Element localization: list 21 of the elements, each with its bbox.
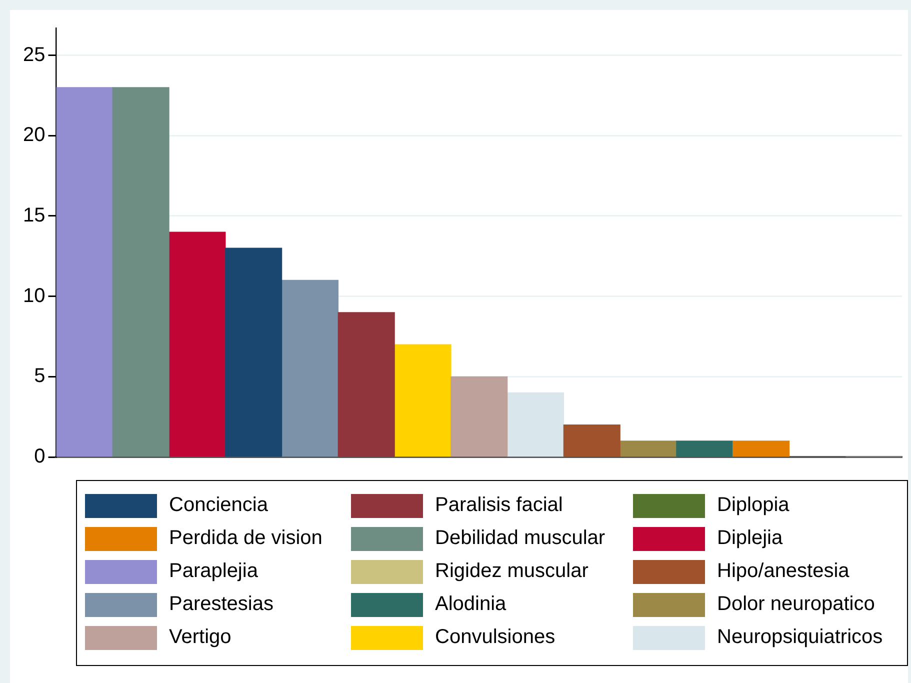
legend-label: Conciencia xyxy=(169,494,268,517)
legend-label: Vertigo xyxy=(169,626,232,649)
y-tick-label: 0 xyxy=(34,446,46,468)
legend-label: Hipo/anestesia xyxy=(717,560,850,583)
legend-label: Convulsiones xyxy=(435,626,556,649)
y-tick-label: 15 xyxy=(22,204,46,227)
y-tick-label: 5 xyxy=(34,365,46,388)
legend-label: Paraplejia xyxy=(169,560,258,583)
legend-label: Diplejia xyxy=(717,527,783,550)
y-tick-label: 10 xyxy=(22,284,46,307)
legend-label: Debilidad muscular xyxy=(435,527,606,550)
legend-label: Rigidez muscular xyxy=(435,560,588,583)
legend-label: Perdida de vision xyxy=(169,527,322,550)
legend-label: Neuropsiquiatricos xyxy=(717,626,883,649)
y-tick-label: 25 xyxy=(22,44,46,66)
legend-label: Parestesias xyxy=(169,593,274,616)
legend-label: Dolor neuropatico xyxy=(717,593,875,616)
legend-label: Alodinia xyxy=(435,593,506,616)
y-tick-label: 20 xyxy=(22,124,46,146)
legend-label: Diplopia xyxy=(717,494,790,517)
legend-label: Paralisis facial xyxy=(435,494,563,517)
